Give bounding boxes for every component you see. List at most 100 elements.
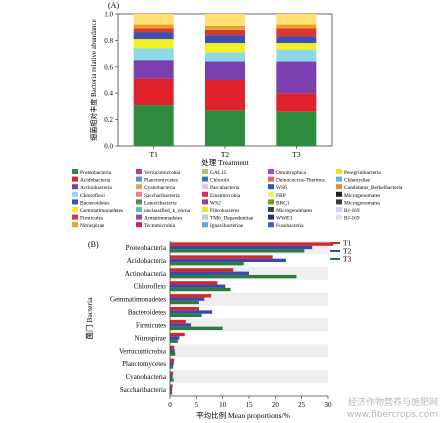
row-band: [170, 370, 328, 384]
legend-label: Microgenomates: [344, 193, 380, 199]
legend-swatch: [268, 222, 274, 228]
legend-swatch: [336, 199, 342, 205]
hbar: [170, 262, 244, 266]
hbar: [170, 281, 218, 285]
legend-swatch: [336, 207, 342, 212]
legend-swatch: [336, 191, 342, 197]
stacked-bar-segment: [133, 48, 174, 61]
legend-swatch: [136, 169, 142, 174]
x-tick-label: T2: [221, 150, 230, 159]
panel-b-xlabel: 平均比例 Mean proportions/%: [196, 410, 290, 420]
hbar: [170, 336, 180, 340]
stacked-bar-segment: [276, 24, 317, 29]
legend-label: BJ-169: [344, 208, 360, 214]
legend-label: WS2: [210, 200, 221, 206]
legend-label: Candidatus_Berkelbacteria: [344, 185, 403, 191]
hbar: [170, 300, 199, 305]
x-tick-label: 5: [195, 401, 199, 409]
stacked-bar-segment: [133, 32, 174, 40]
category-label: Actinobacteria: [125, 270, 167, 278]
legend-label: TM6_Dependentiae: [210, 216, 254, 222]
row-band: [170, 344, 328, 358]
legend-label: Cyanobacteria: [144, 185, 176, 191]
stacked-bar-segment: [276, 111, 317, 146]
legend-label: BRC1: [276, 200, 290, 206]
stacked-bar-segment: [276, 28, 317, 37]
watermark-line1: 经济作物营养与施肥网: [347, 398, 438, 408]
stacked-bar-segment: [133, 60, 174, 79]
legend-swatch: [268, 214, 274, 220]
y-tick-label: 0.8: [104, 37, 113, 45]
category-label: Bacteroidetes: [128, 309, 166, 317]
hbar: [170, 358, 175, 363]
legend-label: BJ-169: [344, 216, 360, 222]
y-tick-label: 1.0: [104, 11, 113, 19]
x-tick-label: 0: [168, 401, 172, 409]
legend-swatch: [336, 169, 342, 174]
hbar: [170, 365, 174, 369]
legend-swatch: [72, 191, 78, 197]
legend-label: Proteobacteria: [80, 170, 112, 176]
hbar: [170, 378, 174, 382]
legend-swatch: [202, 199, 208, 205]
hbar: [170, 310, 213, 314]
legend-swatch: [202, 207, 208, 212]
hbar: [170, 287, 231, 292]
legend-swatch: [136, 176, 142, 182]
hbar: [170, 242, 334, 246]
legend-label: Latescibacteria: [144, 200, 177, 206]
category-label: Proteobacteria: [126, 244, 167, 252]
hbar: [170, 362, 174, 366]
category-label: Verrucomicrobia: [119, 347, 167, 355]
legend-label: Verrucomicrobia: [144, 170, 181, 176]
y-tick-label: 0.4: [104, 90, 113, 98]
legend-label: T1: [343, 239, 352, 248]
stacked-bar-segment: [205, 14, 245, 26]
hbar: [170, 374, 173, 379]
category-label: Firmicutes: [136, 321, 166, 329]
legend-swatch: [336, 184, 342, 190]
legend-swatch: [136, 199, 142, 205]
hbar: [170, 271, 249, 275]
legend-label: Chloroflexi: [80, 192, 105, 199]
legend-label: Elusimicrobia: [210, 193, 241, 199]
stacked-bar-segment: [276, 43, 317, 50]
legend-swatch: [336, 214, 342, 220]
legend-label: Actinobacteria: [80, 185, 112, 191]
category-label: Planctomycetes: [122, 360, 166, 368]
legend-swatch: [202, 222, 208, 228]
hbar: [170, 245, 313, 250]
legend-swatch: [72, 176, 78, 182]
hbar: [170, 339, 178, 343]
legend-label: Armatimonadetes: [144, 216, 182, 222]
legend-label: Microgenomates: [344, 200, 380, 206]
hbar: [170, 349, 175, 353]
hbar: [170, 387, 173, 392]
legend-label: Deinococcus-Thermus: [276, 178, 325, 184]
hbar: [170, 352, 176, 356]
stacked-bar-segment: [276, 61, 317, 94]
legend-swatch: [72, 222, 78, 228]
hbar: [170, 297, 205, 301]
legend-label: Omnitrophica: [276, 170, 307, 176]
hbar: [170, 384, 173, 388]
category-label: Gemmatimonadetes: [110, 296, 166, 304]
stacked-bar-segment: [205, 35, 245, 44]
hbar: [170, 345, 175, 350]
hbar: [170, 294, 212, 298]
hbar: [170, 371, 174, 375]
x-tick-label: T3: [292, 150, 301, 159]
legend-swatch: [136, 184, 142, 190]
hbar: [170, 268, 234, 272]
panel-b-label: (B): [88, 240, 99, 249]
legend-swatch: [136, 207, 142, 212]
legend-swatch: [268, 199, 274, 205]
y-tick-label: 0.0: [104, 143, 113, 151]
legend-swatch: [268, 207, 274, 212]
legend-swatch: [202, 214, 208, 220]
x-tick-label: 25: [298, 401, 306, 409]
x-tick-label: 15: [246, 401, 254, 409]
legend-swatch: [268, 169, 274, 174]
panel-a-xlabel: 处理 Treatment: [201, 157, 249, 167]
legend-label: Fibrobacteres: [210, 208, 239, 214]
